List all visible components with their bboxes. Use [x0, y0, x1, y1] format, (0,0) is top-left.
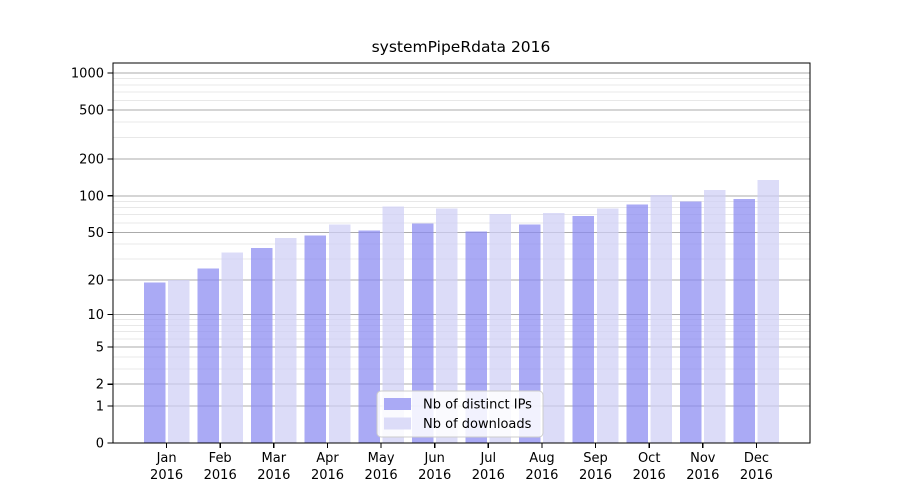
x-tick-label-month: Jul: [479, 451, 496, 466]
x-tick-label-month: Nov: [690, 451, 716, 466]
bar-downloads-jan: [167, 279, 190, 443]
bar-downloads-mar: [275, 238, 297, 443]
bar-distinct-ips-apr: [304, 235, 327, 443]
y-tick-label: 10: [87, 308, 104, 323]
bar-downloads-may: [382, 206, 404, 443]
x-tick-label-month: Mar: [262, 451, 287, 466]
x-tick-label-year: 2016: [204, 468, 237, 483]
x-tick-label-month: Apr: [316, 451, 339, 466]
bar-distinct-ips-aug: [519, 224, 541, 443]
y-tick-label: 1000: [71, 67, 104, 82]
legend-swatch-downloads: [384, 417, 411, 430]
bar-downloads-jul: [489, 214, 512, 443]
bar-distinct-ips-feb: [197, 268, 219, 443]
x-tick-label-month: Jan: [156, 451, 177, 466]
bar-distinct-ips-jan: [143, 282, 166, 443]
bar-distinct-ips-may: [358, 230, 380, 443]
y-tick-label: 2: [96, 378, 104, 393]
x-tick-label-year: 2016: [311, 468, 344, 483]
x-tick-label-month: Feb: [209, 451, 232, 466]
y-tick-label: 200: [79, 153, 104, 168]
x-tick-label-year: 2016: [579, 468, 612, 483]
bar-downloads-feb: [221, 252, 243, 443]
y-tick-label: 20: [87, 273, 104, 288]
bar-downloads-aug: [543, 213, 565, 443]
x-tick-label-year: 2016: [740, 468, 773, 483]
x-tick-label-year: 2016: [257, 468, 290, 483]
bar-distinct-ips-jun: [411, 223, 434, 443]
bar-downloads-apr: [328, 224, 351, 443]
legend: Nb of distinct IPs Nb of downloads: [376, 390, 544, 438]
y-tick-label: 50: [87, 226, 104, 241]
bar-downloads-jun: [436, 208, 458, 443]
legend-box: [376, 390, 544, 438]
chart-layers: 0 1 2 5 10 20 50 100 200 500 1000 Jan 2016 Feb 2016 Mar…: [71, 62, 811, 483]
bars: [143, 179, 780, 443]
bar-downloads-dec: [757, 179, 780, 443]
x-tick-label-year: 2016: [633, 468, 666, 483]
legend-label-distinct-ips: Nb of distinct IPs: [423, 398, 532, 413]
bar-distinct-ips-jul: [465, 231, 487, 443]
x-tick-label-month: May: [368, 451, 395, 466]
x-axis: Jan 2016 Feb 2016 Mar 2016 Apr 2016 May 2016 Jun 20…: [150, 443, 773, 483]
bar-distinct-ips-nov: [680, 201, 702, 443]
bar-distinct-ips-oct: [626, 204, 648, 443]
bar-downloads-nov: [704, 189, 726, 443]
x-tick-label-year: 2016: [365, 468, 398, 483]
x-tick-label-year: 2016: [686, 468, 719, 483]
x-tick-label-month: Dec: [744, 451, 769, 466]
y-tick-label: 500: [79, 104, 104, 119]
bar-distinct-ips-sep: [572, 216, 595, 443]
x-tick-label-month: Aug: [529, 451, 554, 466]
y-tick-label: 1: [96, 399, 104, 414]
plot-frame: [112, 62, 811, 444]
bar-downloads-sep: [596, 208, 619, 443]
y-tick-label: 5: [96, 341, 104, 356]
bar-distinct-ips-mar: [251, 248, 273, 443]
x-tick-label-year: 2016: [418, 468, 451, 483]
y-tick-label: 0: [96, 437, 104, 452]
chart-title: systemPipeRdata 2016: [372, 38, 551, 56]
legend-swatch-distinct-ips: [384, 398, 411, 410]
x-tick-label-year: 2016: [150, 468, 183, 483]
x-tick-label-year: 2016: [525, 468, 558, 483]
y-axis: 0 1 2 5 10 20 50 100 200 500 1000: [71, 67, 113, 452]
bar-distinct-ips-dec: [733, 199, 756, 443]
legend-label-downloads: Nb of downloads: [423, 417, 532, 432]
y-tick-label: 100: [79, 189, 104, 204]
x-tick-label-year: 2016: [472, 468, 505, 483]
x-tick-label-month: Sep: [583, 451, 608, 466]
x-tick-label-month: Jun: [424, 451, 445, 466]
bar-downloads-oct: [650, 194, 672, 443]
x-tick-label-month: Oct: [638, 451, 660, 466]
